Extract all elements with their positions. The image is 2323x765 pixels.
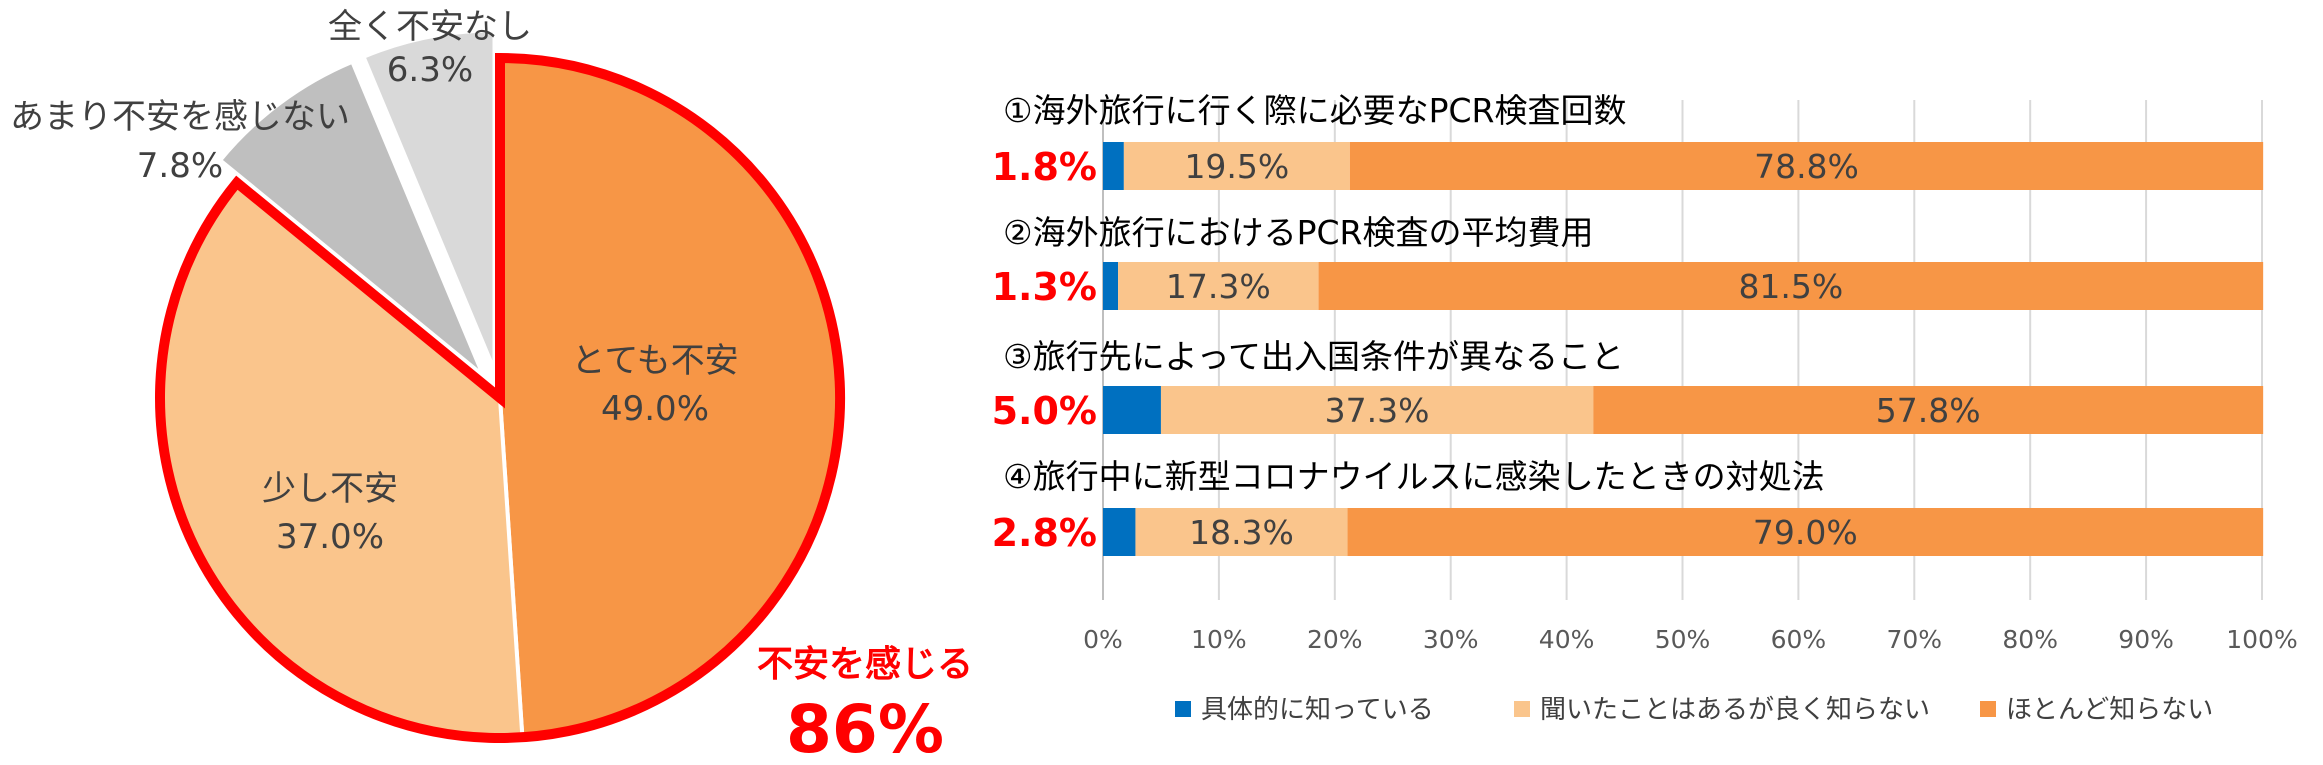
- pie-label-slightly-anxious: 少し不安: [262, 469, 398, 509]
- pie-label-very-anxious: とても不安: [571, 341, 738, 381]
- anxious-group-outline: [155, 52, 845, 743]
- bar-category-title-1: ①海外旅行に行く際に必要なPCR検査回数: [1003, 91, 1626, 130]
- bar-data-label-3-series-1: 5.0%: [992, 389, 1097, 433]
- bar-segment-1-series-2: [1123, 142, 1350, 190]
- legend-label-1: 具体的に知っている: [1201, 695, 1434, 725]
- x-tick-label-1: 10%: [1191, 625, 1247, 654]
- pie-value-slightly-anxious: 37.0%: [276, 517, 384, 557]
- pie-chart: とても不安 49.0% 少し不安 37.0% あまり不安を感じない 7.8% 全く不安なし6…: [10, 7, 973, 765]
- x-tick-label-5: 50%: [1655, 625, 1711, 654]
- bar-segment-2-series-3: [1318, 262, 2264, 310]
- bar-data-label-1-series-3: 78.8%: [1754, 147, 1859, 186]
- pie-slice-not-anxious-at-all: [360, 28, 497, 372]
- bar-segment-3-series-3: [1593, 386, 2264, 434]
- pie-label-not-very-anxious: あまり不安を感じない: [10, 97, 350, 137]
- legend-swatch-3: [1980, 701, 1996, 717]
- pie-slice-not-very-anxious: [217, 59, 486, 378]
- bar-data-label-4-series-1: 2.8%: [992, 511, 1097, 555]
- legend-swatch-1: [1175, 701, 1191, 717]
- x-tick-label-4: 40%: [1539, 625, 1595, 654]
- pie-value-not-anxious-at-all: 6.3%: [387, 50, 473, 90]
- x-tick-label-8: 80%: [2002, 625, 2058, 654]
- bar-data-label-2-series-1: 1.3%: [992, 265, 1097, 309]
- bar-data-label-4-series-2: 18.3%: [1189, 513, 1294, 552]
- x-tick-label-3: 30%: [1423, 625, 1479, 654]
- bar-data-label-1-series-2: 19.5%: [1184, 147, 1289, 186]
- bar-segment-1-series-3: [1349, 142, 2264, 190]
- bar-data-label-3-series-3: 57.8%: [1876, 391, 1981, 430]
- bar-category-title-2: ②海外旅行におけるPCR検査の平均費用: [1003, 213, 1593, 252]
- bar-segment-1-series-1: [1103, 142, 1124, 190]
- bar-category-title-4: ④旅行中に新型コロナウイルスに感染したときの対処法: [1003, 457, 1825, 496]
- x-tick-label-2: 20%: [1307, 625, 1363, 654]
- anxious-total-label: 不安を感じる: [757, 644, 973, 685]
- bar-segment-4-series-1: [1103, 508, 1136, 556]
- bar-segment-4-series-3: [1347, 508, 2264, 556]
- bar-segment-3-series-2: [1160, 386, 1594, 434]
- bar-segment-2-series-2: [1118, 262, 1319, 310]
- x-tick-label-9: 90%: [2118, 625, 2174, 654]
- bar-segment-4-series-2: [1135, 508, 1348, 556]
- stacked-bar-chart: ①海外旅行に行く際に必要なPCR検査回数 1.8% 19.5% 78.8% ②海外旅行に…: [992, 91, 2298, 725]
- bar-segment-3-series-1: [1103, 386, 1161, 434]
- bar-data-label-4-series-3: 79.0%: [1753, 513, 1858, 552]
- bar-segment-2-series-1: [1103, 262, 1119, 310]
- bar-data-label-2-series-2: 17.3%: [1166, 267, 1271, 306]
- bar-data-label-3-series-2: 37.3%: [1325, 391, 1430, 430]
- legend-label-3: ほとんど知らない: [2006, 695, 2213, 725]
- pie-label-not-anxious-at-all: 全く不安なし: [328, 7, 532, 47]
- pie-value-not-very-anxious: 7.8%: [137, 146, 223, 186]
- legend-swatch-2: [1514, 701, 1530, 717]
- x-tick-label-7: 70%: [1887, 625, 1943, 654]
- x-tick-label-10: 100%: [2226, 625, 2297, 654]
- x-tick-label-6: 60%: [1771, 625, 1827, 654]
- x-tick-label-0: 0%: [1083, 625, 1123, 654]
- bar-data-label-2-series-3: 81.5%: [1738, 267, 1843, 306]
- pie-value-very-anxious: 49.0%: [601, 389, 709, 429]
- legend-label-2: 聞いたことはあるが良く知らない: [1540, 695, 1930, 725]
- bar-category-title-3: ③旅行先によって出入国条件が異なること: [1003, 337, 1624, 376]
- anxious-total-value: 86%: [786, 691, 944, 765]
- bar-data-label-1-series-1: 1.8%: [992, 145, 1097, 189]
